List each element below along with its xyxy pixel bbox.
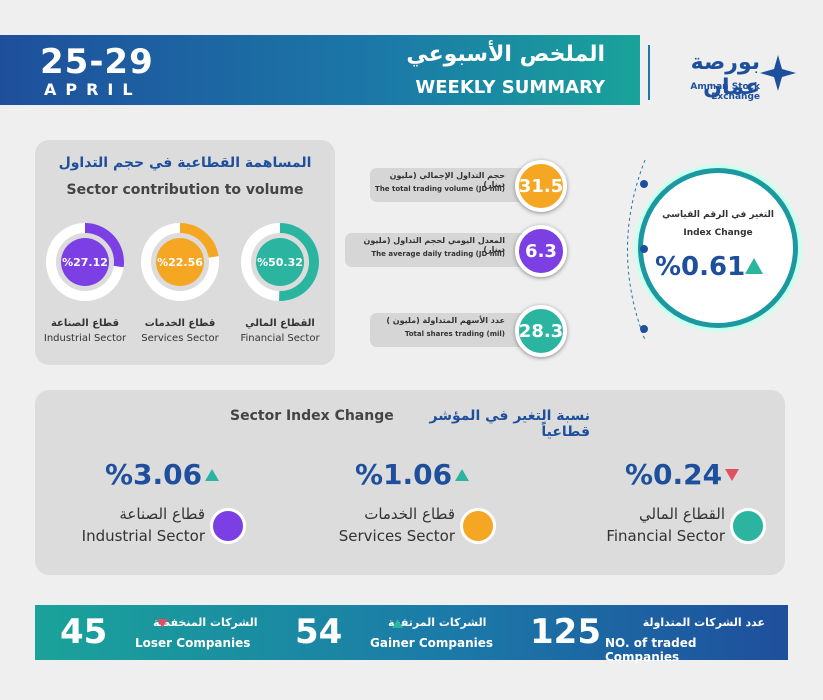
indicator-label-en: Total shares trading (mil) [404,330,505,338]
sector-icon [210,508,246,544]
donut-arc [141,223,219,301]
indicator-circle: 31.5 [515,160,567,212]
sector-name-en: Industrial Sector [43,333,127,344]
company-count: 125 [530,612,601,652]
sector-name-ar: قطاع الصناعة [50,318,120,329]
divider [648,45,650,100]
title-en: WEEKLY SUMMARY [415,77,605,98]
donut-core [256,238,304,286]
company-label-en: NO. of traded Companies [605,636,697,664]
logo-ar: بورصة عمان [690,50,760,100]
sector-arrow [725,469,739,481]
footer-band [35,605,788,660]
sector-name-en: Industrial Sector [81,527,205,545]
donut-core [156,238,204,286]
arrow [725,469,739,481]
title-ar: الملخص الأسبوعي [406,42,605,67]
sector-name-ar: القطاع المالي [639,505,725,523]
indicator-label-ar: المعدل اليومي لحجم التداول (مليون دينار) [363,236,505,254]
sector-title-ar: نسبة التغير في المؤشر قطاعياً [429,408,590,440]
donut-arc [46,223,124,301]
sector-arrow [205,469,219,481]
company-label-en: Loser Companies [135,636,251,650]
donut-arc [241,223,319,301]
index-label-ar: التغير في الرقم القياسي [662,210,774,220]
sector-name-ar: قطاع الخدمات [144,318,216,329]
date: 25-29 [40,42,154,82]
sector-name-ar: قطاع الصناعة [119,505,205,523]
index-circle [638,168,798,328]
company-count: 45 [60,612,108,652]
sector-name-en: Services Sector [338,527,455,545]
company-label-ar: الشركات المرتفعة [388,616,487,629]
sector-title-en: Sector Index Change [230,408,394,424]
index-arrow [745,258,763,274]
sector-change: %3.06 [105,458,203,491]
sector-change: %0.24 [625,458,723,491]
indicator-label-ar: عدد الأسهم المتداولة (مليون ) [386,316,505,325]
company-label-ar: عدد الشركات المتداولة [642,616,765,629]
sector-panel [35,390,785,575]
panel-title-ar: المساهمة القطاعية في حجم التداول [58,155,312,171]
sector-icon [460,508,496,544]
header-band [0,35,640,105]
arrow [392,619,403,628]
sector-change: %1.06 [355,458,453,491]
company-arrow [392,619,403,628]
sector-name-en: Financial Sector [606,527,725,545]
logo-en: Amman Stock Exchange [690,82,760,102]
indicator-label-en: The total trading volume (JD mil) [375,185,505,193]
company-arrow [157,619,168,628]
company-label-ar: الشركات المنخفضة [153,616,258,629]
month: APRIL [44,80,142,99]
logo-star [760,55,796,91]
donut-label: %50.32 [257,256,303,269]
connector [627,159,646,341]
sector-name-en: Financial Sector [240,333,320,344]
arrow [455,469,469,481]
dot [640,325,648,333]
indicator-circle: 6.3 [515,225,567,277]
sector-arrow [455,469,469,481]
dot [640,245,648,253]
sector-icon [730,508,766,544]
donut-label: %27.12 [62,256,108,269]
donut: %22.56 [141,223,219,301]
index-label-en: Index Change [683,228,753,238]
indicator-label-en: The average daily trading (JD mil) [371,250,505,258]
index-value: %0.61 [655,252,746,282]
sector-name-ar: قطاع الخدمات [364,505,455,523]
dot [640,180,648,188]
arrow [205,469,219,481]
donut: %50.32 [241,223,319,301]
donut-label: %22.56 [157,256,203,269]
indicator-label-ar: حجم التداول الإجمالي (مليون دينار) [389,171,505,189]
indicator-circle: 28.3 [515,305,567,357]
arrow [157,619,168,628]
company-count: 54 [295,612,343,652]
company-label-en: Gainer Companies [370,636,494,650]
sector-name-ar: القطاع المالي [245,318,315,329]
sector-name-en: Services Sector [141,333,219,344]
donut: %27.12 [46,223,124,301]
donut-core [61,238,109,286]
panel-title-en: Sector contribution to volume [66,182,304,198]
